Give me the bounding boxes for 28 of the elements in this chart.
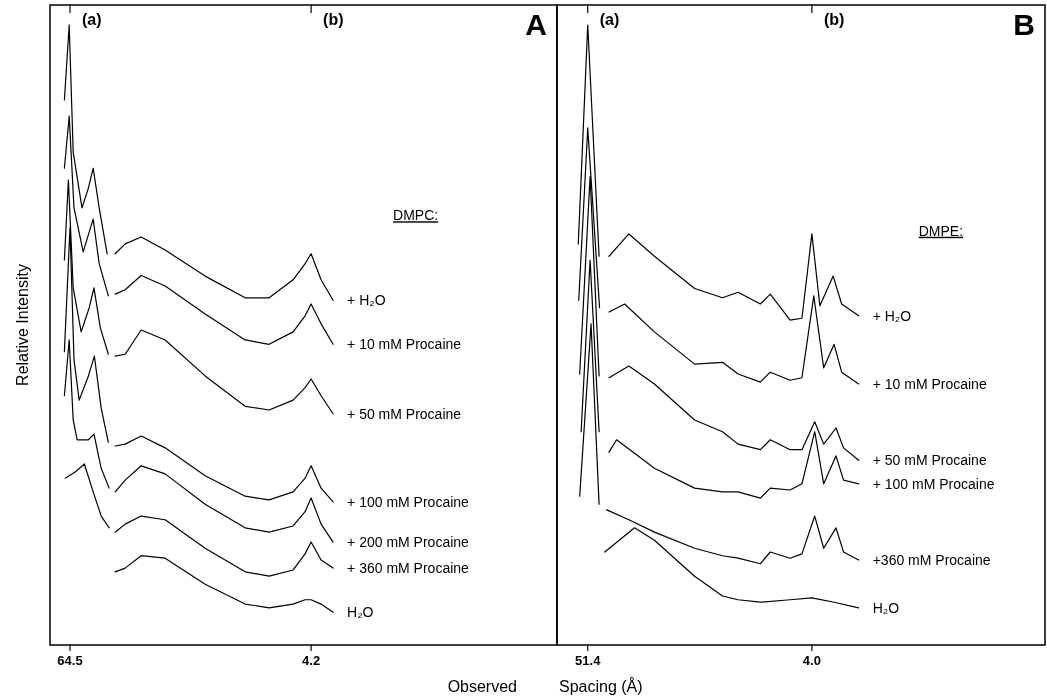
x-tick-label: 51.4 (575, 653, 602, 668)
series-label: + 50 mM Procaine (347, 405, 462, 422)
chart-title: A (525, 8, 547, 41)
x-tick-label: 4.2 (302, 653, 321, 668)
series-label: + 360 mM Procaine (347, 560, 470, 577)
legend-title: DMPE: (918, 222, 964, 239)
x-tick-label: 4.0 (802, 653, 821, 668)
series-label: H₂O (872, 599, 900, 616)
series-label: + H₂O (872, 307, 912, 324)
x-axis-title: Spacing (Å) (559, 677, 643, 695)
annotation: (b) (823, 11, 845, 28)
series-label: +360 mM Procaine (872, 552, 991, 569)
series-label: H₂O (347, 604, 374, 621)
annotation: (b) (323, 11, 344, 28)
series-label: + 100 mM Procaine (872, 475, 995, 492)
chart-title: B (1013, 8, 1035, 41)
annotation: (a) (599, 11, 620, 28)
series-label: + 100 mM Procaine (347, 493, 470, 510)
y-axis-title: Relative Intensity (14, 264, 31, 386)
series-label: + 10 mM Procaine (347, 336, 462, 353)
annotation: (a) (81, 11, 102, 28)
series-label: + H₂O (347, 292, 386, 309)
series-label: + 10 mM Procaine (872, 375, 987, 392)
x-tick-label: 64.5 (57, 653, 83, 668)
legend-title: DMPC: (393, 207, 439, 224)
x-axis-title: Observed (447, 678, 517, 695)
series-label: + 50 mM Procaine (872, 452, 987, 469)
series-label: + 200 mM Procaine (347, 534, 470, 551)
